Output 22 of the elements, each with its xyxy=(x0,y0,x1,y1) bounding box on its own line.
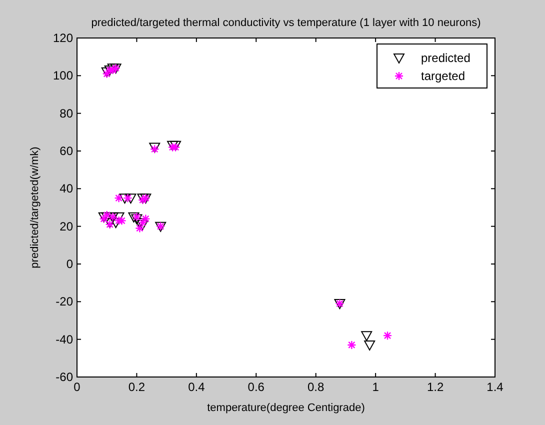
x-tick-label: 1.4 xyxy=(486,380,504,394)
y-axis-title: predicted/targeted(w/mk) xyxy=(29,146,41,268)
x-tick-label: 0.8 xyxy=(308,380,325,394)
x-tick-label: 1 xyxy=(372,380,380,394)
x-tick-label: 1.2 xyxy=(426,380,444,394)
x-axis-title: temperature(degree Centigrade) xyxy=(207,402,365,414)
y-tick-label: 0 xyxy=(66,257,74,271)
y-tick-label: 100 xyxy=(52,68,74,83)
y-tick-label: 40 xyxy=(60,182,74,196)
y-tick-label: -60 xyxy=(56,370,74,384)
x-tick-label: 0.2 xyxy=(128,380,146,394)
y-tick-label: -40 xyxy=(56,332,74,346)
y-tick-label: 120 xyxy=(52,31,74,45)
y-tick-label: 80 xyxy=(60,106,74,120)
x-tick-label: 0.4 xyxy=(188,380,206,394)
legend-label: predicted xyxy=(421,51,470,65)
y-tick-label: -20 xyxy=(56,294,74,309)
legend-label: targeted xyxy=(421,69,466,83)
chart-title: predicted/targeted thermal conductivity vs temperature (1 layer with 10 neurons) xyxy=(91,17,481,29)
y-tick-label: 60 xyxy=(60,144,74,158)
y-tick-label: 20 xyxy=(60,219,74,234)
x-tick-label: 0.6 xyxy=(248,380,265,394)
